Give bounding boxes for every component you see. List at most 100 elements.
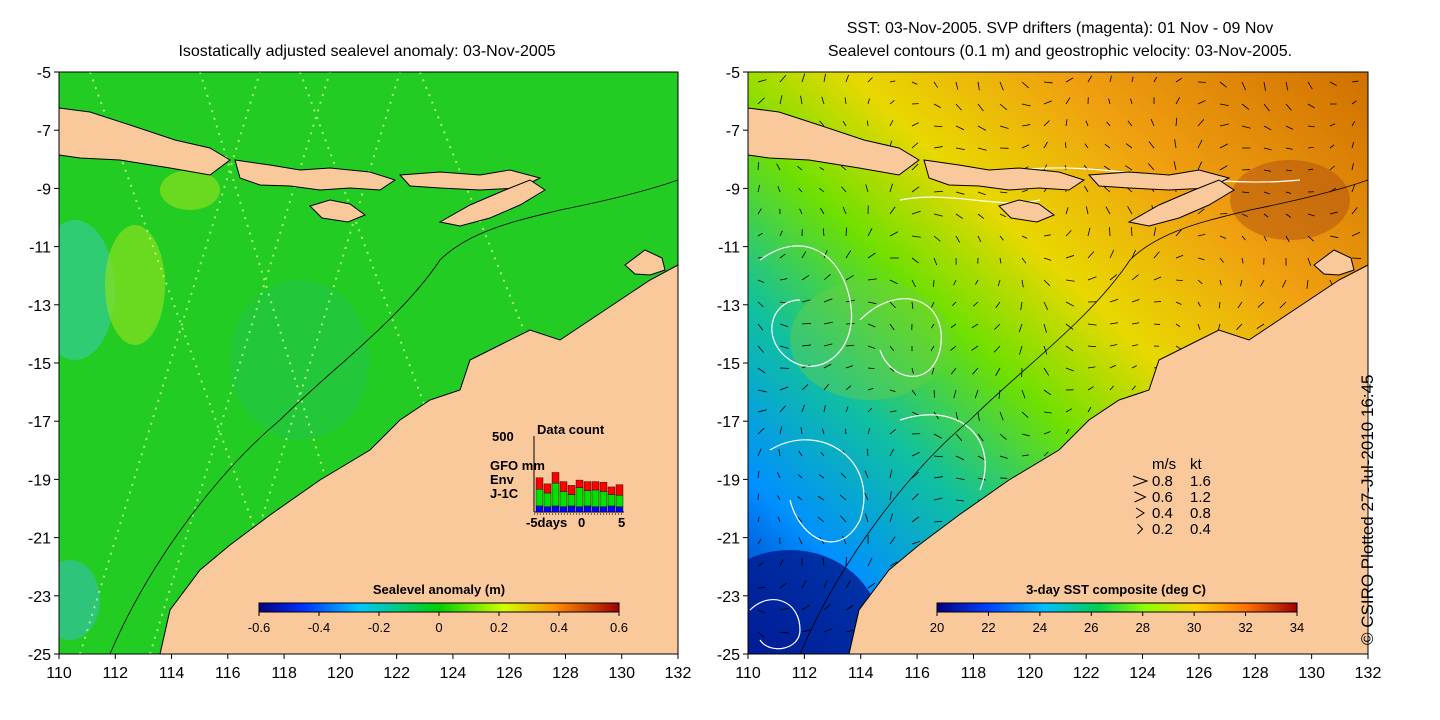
velocity-vector bbox=[777, 495, 781, 501]
velocity-vector bbox=[757, 323, 764, 331]
velocity-vector bbox=[801, 344, 811, 347]
velocity-vector bbox=[933, 476, 943, 479]
velocity-vector bbox=[799, 208, 803, 215]
velocity-legend-rows: 0.8 1.60.6 1.20.4 0.80.2 0.4 bbox=[1132, 473, 1211, 538]
velocity-vector bbox=[1285, 147, 1293, 150]
velocity-vector bbox=[822, 557, 825, 567]
velocity-vector bbox=[1351, 184, 1356, 193]
x-tick-label: 110 bbox=[46, 665, 72, 682]
velocity-vector bbox=[889, 536, 896, 545]
x-tick-label: 122 bbox=[1073, 665, 1100, 682]
velocity-vector bbox=[757, 609, 766, 614]
velocity-vector bbox=[865, 184, 869, 193]
x-tick-label: 116 bbox=[904, 665, 930, 682]
velocity-vector bbox=[757, 493, 759, 501]
velocity-vector bbox=[1351, 207, 1358, 215]
x-tick-label: 120 bbox=[327, 665, 354, 682]
velocity-vector bbox=[1263, 125, 1272, 131]
velocity-vector bbox=[823, 321, 833, 325]
velocity-vector bbox=[953, 389, 957, 399]
velocity-vector bbox=[1236, 323, 1243, 331]
velocity-vector bbox=[1109, 364, 1116, 369]
velocity-vector bbox=[1307, 81, 1313, 90]
velocity-vector bbox=[867, 77, 873, 83]
velocity-legend-header-kt: kt bbox=[1190, 456, 1203, 473]
x-tick-label: 132 bbox=[665, 665, 692, 682]
velocity-vector bbox=[955, 191, 965, 195]
velocity-vector bbox=[1043, 257, 1052, 261]
velocity-vector bbox=[1043, 323, 1047, 333]
velocity-vector bbox=[1085, 120, 1089, 127]
velocity-legend-ms: 0.4 bbox=[1152, 505, 1173, 522]
velocity-vector bbox=[889, 561, 898, 567]
velocity-vector bbox=[1241, 213, 1248, 217]
velocity-vector bbox=[950, 367, 957, 375]
velocity-vector bbox=[757, 631, 765, 638]
velocity-vector bbox=[1197, 257, 1205, 261]
velocity-vector bbox=[797, 165, 803, 171]
sla-colorbar: Sealevel anomaly (m) -0.6 -0.4 -0.2 0 0.2 0.4… bbox=[248, 582, 628, 635]
velocity-vector bbox=[845, 227, 847, 237]
inset-bar-blue bbox=[607, 505, 616, 513]
velocity-vector bbox=[1175, 301, 1182, 305]
velocity-vector bbox=[800, 427, 803, 435]
velocity-vector bbox=[842, 206, 847, 215]
inset-ymax-label: 500 bbox=[492, 429, 514, 444]
velocity-vector bbox=[1150, 118, 1155, 127]
velocity-vector bbox=[841, 165, 847, 171]
velocity-vector bbox=[844, 97, 847, 105]
velocity-vector bbox=[911, 122, 919, 127]
velocity-vector bbox=[911, 367, 914, 374]
velocity-legend-arrow-icon bbox=[1132, 475, 1149, 487]
velocity-vector bbox=[972, 367, 979, 375]
velocity-vector bbox=[1260, 279, 1265, 287]
velocity-vector bbox=[1263, 103, 1270, 112]
velocity-vector bbox=[1197, 100, 1206, 105]
velocity-vector bbox=[889, 410, 897, 413]
inset-bar-red bbox=[559, 481, 568, 492]
land-java-bali bbox=[59, 107, 231, 176]
velocity-vector bbox=[1148, 141, 1155, 149]
velocity-vector bbox=[797, 474, 803, 479]
velocity-vector bbox=[867, 323, 876, 328]
velocity-vector bbox=[845, 274, 854, 281]
velocity-vector bbox=[955, 125, 965, 131]
x-tick-label: 114 bbox=[159, 665, 185, 682]
velocity-vector bbox=[1241, 125, 1251, 129]
velocity-vector bbox=[757, 97, 765, 105]
x-tick-label: 122 bbox=[383, 665, 410, 682]
velocity-vector bbox=[867, 557, 873, 567]
velocity-vector bbox=[1104, 143, 1111, 149]
velocity-vector bbox=[757, 587, 766, 589]
velocity-vector bbox=[911, 471, 920, 479]
velocity-vector bbox=[779, 386, 789, 391]
velocity-vector bbox=[1263, 235, 1267, 242]
velocity-vector bbox=[1239, 279, 1243, 287]
velocity-vector bbox=[1306, 279, 1309, 289]
velocity-vector bbox=[823, 298, 833, 303]
velocity-vector bbox=[818, 474, 825, 479]
velocity-vector bbox=[822, 228, 825, 237]
velocity-vector bbox=[1175, 117, 1178, 127]
velocity-vector bbox=[801, 604, 810, 611]
velocity-vector bbox=[955, 81, 959, 90]
inset-bar-blue bbox=[535, 505, 544, 513]
velocity-vector bbox=[757, 470, 760, 479]
y-tick-label: -19 bbox=[717, 472, 740, 489]
velocity-vector bbox=[1087, 345, 1097, 348]
velocity-vector bbox=[817, 496, 825, 501]
sst-warm-pool bbox=[1230, 160, 1350, 240]
velocity-vector bbox=[1087, 323, 1097, 326]
velocity-vector bbox=[779, 278, 788, 281]
velocity-vector bbox=[950, 345, 957, 351]
velocity-vector bbox=[823, 250, 828, 259]
velocity-vector bbox=[1021, 257, 1027, 264]
velocity-vector bbox=[889, 231, 899, 237]
velocity-vector bbox=[1256, 323, 1265, 329]
velocity-vector bbox=[840, 515, 847, 523]
x-tick-label: 128 bbox=[1242, 665, 1269, 682]
velocity-vector bbox=[1131, 274, 1139, 281]
velocity-vector bbox=[801, 275, 810, 281]
colorbar-tick-label: 0.6 bbox=[610, 620, 628, 635]
inset-bar-red bbox=[551, 472, 560, 484]
